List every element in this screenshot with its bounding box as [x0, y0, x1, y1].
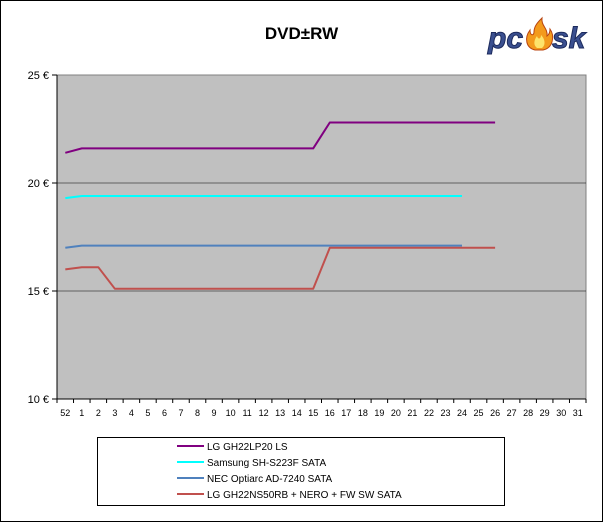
x-tick-label: 1	[79, 408, 84, 418]
x-tick-label: 11	[242, 408, 251, 418]
x-tick-label: 17	[341, 408, 351, 418]
y-tick-label: 20 €	[28, 178, 49, 190]
x-tick-label: 22	[424, 408, 434, 418]
plot-background	[56, 74, 587, 400]
series-line	[65, 244, 462, 249]
x-tick-label: 26	[490, 408, 500, 418]
legend-swatch	[177, 493, 204, 496]
x-tick-label: 25	[474, 408, 484, 418]
legend-item: LG GH22LP20 LS	[177, 441, 288, 454]
x-tick-label: 28	[523, 408, 533, 418]
series-line	[65, 121, 496, 154]
pctuning-flame-logo: pc sk	[487, 16, 587, 56]
x-tick-label: 6	[162, 408, 167, 418]
legend-item: NEC Optiarc AD-7240 SATA	[177, 473, 332, 486]
x-tick-label: 23	[440, 408, 450, 418]
y-tick-label: 15 €	[28, 286, 49, 298]
x-tick-label: 52	[60, 408, 70, 418]
series-line	[65, 246, 496, 290]
x-tick-label: 7	[178, 408, 183, 418]
y-tick-label: 10 €	[28, 394, 49, 406]
x-tick-label: 20	[391, 408, 401, 418]
x-tick-label: 19	[374, 408, 384, 418]
x-tick-label: 27	[507, 408, 517, 418]
x-tick-label: 18	[358, 408, 368, 418]
x-tick-label: 13	[275, 408, 285, 418]
logo-text-right: sk	[552, 22, 587, 55]
x-tick-label: 15	[308, 408, 318, 418]
legend-label: LG GH22NS50RB + NERO + FW SW SATA	[207, 490, 402, 501]
legend-item: Samsung SH-S223F SATA	[177, 457, 326, 470]
x-tick-label: 5	[145, 408, 150, 418]
series-line	[65, 195, 462, 200]
legend-item: LG GH22NS50RB + NERO + FW SW SATA	[177, 489, 402, 502]
x-tick-label: 3	[112, 408, 117, 418]
x-tick-label: 24	[457, 408, 467, 418]
x-tick-label: 30	[556, 408, 566, 418]
x-tick-label: 8	[195, 408, 200, 418]
logo-text-left: pc	[487, 22, 523, 55]
chart-title: DVD±RW	[264, 24, 339, 43]
legend-swatch	[177, 445, 204, 448]
x-tick-label: 2	[96, 408, 101, 418]
x-tick-label: 9	[212, 408, 217, 418]
flame-icon	[526, 16, 554, 51]
legend-label: LG GH22LP20 LS	[207, 442, 288, 453]
legend-label: NEC Optiarc AD-7240 SATA	[207, 474, 333, 485]
x-tick-label: 12	[259, 408, 269, 418]
x-tick-label: 31	[573, 408, 583, 418]
x-tick-label: 29	[540, 408, 550, 418]
chart-legend: LG GH22LP20 LS Samsung SH-S223F SATA NEC…	[97, 437, 505, 506]
y-tick-label: 25 €	[28, 70, 49, 82]
x-tick-label: 10	[226, 408, 236, 418]
x-tick-label: 21	[407, 408, 417, 418]
x-tick-label: 4	[129, 408, 134, 418]
legend-swatch	[177, 477, 204, 480]
x-tick-label: 16	[325, 408, 335, 418]
legend-label: Samsung SH-S223F SATA	[207, 458, 327, 469]
legend-swatch	[177, 461, 204, 464]
x-tick-label: 14	[292, 408, 302, 418]
